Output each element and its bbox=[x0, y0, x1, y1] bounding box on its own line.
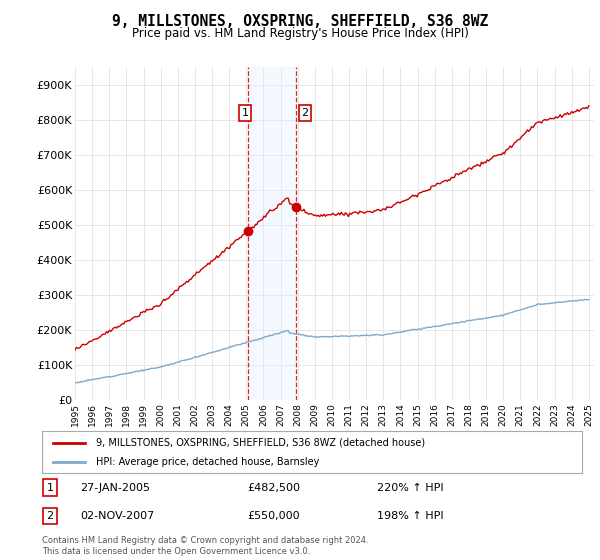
Text: 2: 2 bbox=[47, 511, 53, 521]
Text: 9, MILLSTONES, OXSPRING, SHEFFIELD, S36 8WZ: 9, MILLSTONES, OXSPRING, SHEFFIELD, S36 … bbox=[112, 14, 488, 29]
Text: 1: 1 bbox=[47, 483, 53, 493]
Text: 9, MILLSTONES, OXSPRING, SHEFFIELD, S36 8WZ (detached house): 9, MILLSTONES, OXSPRING, SHEFFIELD, S36 … bbox=[96, 437, 425, 447]
Text: Price paid vs. HM Land Registry's House Price Index (HPI): Price paid vs. HM Land Registry's House … bbox=[131, 27, 469, 40]
Bar bbox=[248, 67, 296, 400]
Text: £550,000: £550,000 bbox=[247, 511, 300, 521]
Text: 220% ↑ HPI: 220% ↑ HPI bbox=[377, 483, 443, 493]
Text: 1: 1 bbox=[242, 108, 248, 118]
Text: HPI: Average price, detached house, Barnsley: HPI: Average price, detached house, Barn… bbox=[96, 457, 319, 467]
Text: Contains HM Land Registry data © Crown copyright and database right 2024.
This d: Contains HM Land Registry data © Crown c… bbox=[42, 536, 368, 556]
Text: 198% ↑ HPI: 198% ↑ HPI bbox=[377, 511, 443, 521]
Text: 27-JAN-2005: 27-JAN-2005 bbox=[80, 483, 150, 493]
Text: 02-NOV-2007: 02-NOV-2007 bbox=[80, 511, 154, 521]
Text: 2: 2 bbox=[301, 108, 308, 118]
Text: £482,500: £482,500 bbox=[247, 483, 300, 493]
